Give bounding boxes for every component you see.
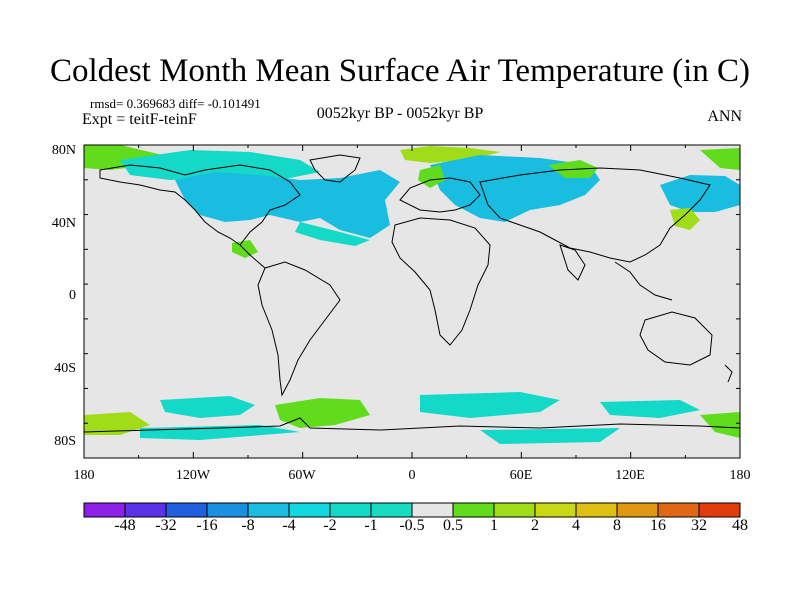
colorbar-swatch [698, 502, 741, 518]
region-cyan-southern-indian [600, 400, 700, 418]
axis-ticks [83, 144, 741, 459]
coast-north-america [99, 164, 301, 246]
colorbar-label: -2 [323, 517, 337, 534]
region-green-pacific-east [700, 148, 740, 170]
anomaly-regions [84, 145, 740, 444]
lon-label-180w: 180 [73, 468, 95, 483]
coast-south-america [257, 261, 341, 397]
coast-africa [391, 217, 491, 346]
lat-label-40s: 40S [54, 361, 76, 376]
region-cyan-antarctic-east [480, 428, 620, 444]
colorbar-swatch [124, 502, 167, 518]
colorbar-label: -8 [241, 517, 255, 534]
lon-label-60e: 60E [509, 468, 533, 483]
region-green-southern-west [84, 412, 150, 435]
region-cyan-north-america [175, 170, 400, 238]
lon-label-120e: 120E [615, 468, 645, 483]
season-label: ANN [707, 108, 742, 125]
lon-label-120w: 120W [175, 468, 211, 483]
colorbar-swatch [83, 502, 126, 518]
colorbar-swatch [616, 502, 659, 518]
region-green-antarctic-peninsula [275, 398, 370, 428]
lat-label-80n: 80N [51, 143, 76, 158]
colorbar-swatch [165, 502, 208, 518]
coast-australia [639, 311, 713, 366]
colorbar-label: -1 [364, 517, 378, 534]
colorbar-swatch [370, 502, 413, 518]
lat-label-0: 0 [69, 288, 76, 303]
colorbar [83, 502, 741, 518]
region-green-japan [670, 208, 700, 230]
coast-greenland [309, 154, 361, 183]
region-cyan-southern-west [160, 396, 255, 418]
coast-asia [479, 167, 711, 263]
lon-label-0: 0 [408, 468, 416, 483]
colorbar-label: -48 [114, 517, 136, 534]
colorbar-label: 4 [572, 517, 580, 534]
region-cyan-arctic-canada [120, 150, 320, 180]
region-green-southern-east [700, 412, 740, 438]
region-teal-atlantic [295, 222, 370, 246]
colorbar-swatch [411, 502, 454, 518]
colorbar-swatch [657, 502, 700, 518]
chart-title: Coldest Month Mean Surface Air Temperatu… [50, 53, 750, 89]
colorbar-label: 8 [613, 517, 621, 534]
colorbar-swatch [206, 502, 249, 518]
region-green-greenland [400, 146, 500, 163]
colorbar-label: 32 [691, 517, 707, 534]
period-label: 0052kyr BP - 0052kyr BP [316, 105, 484, 122]
colorbar-label: 1 [490, 517, 498, 534]
coast-india [559, 244, 586, 281]
colorbar-swatch [288, 502, 331, 518]
region-cyan-east-asia [660, 175, 740, 212]
coast-antarctica [84, 417, 740, 433]
lon-label-60w: 60W [288, 468, 316, 483]
coast-new-zealand [724, 364, 733, 383]
coast-central-america [239, 244, 266, 269]
colorbar-swatch [329, 502, 372, 518]
colorbar-label: 0.5 [443, 517, 463, 534]
colorbar-swatch [452, 502, 495, 518]
colorbar-label: 2 [531, 517, 539, 534]
lon-label-180e: 180 [729, 468, 751, 483]
stats-text: rmsd= 0.369683 diff= -0.101491 [90, 96, 261, 111]
colorbar-label: 16 [650, 517, 666, 534]
experiment-label: Expt = teitF-teinF [82, 111, 197, 128]
coast-southeast-asia [614, 261, 673, 301]
colorbar-label: 48 [732, 517, 748, 534]
colorbar-swatch [493, 502, 536, 518]
lat-label-80s: 80S [54, 434, 76, 449]
colorbar-swatch [534, 502, 577, 518]
region-cyan-southern-atlantic [420, 392, 560, 418]
colorbar-label: -4 [282, 517, 296, 534]
coastlines [84, 154, 740, 433]
colorbar-label: -0.5 [399, 517, 425, 534]
colorbar-label: -32 [155, 517, 177, 534]
colorbar-label: -16 [196, 517, 218, 534]
colorbar-swatch [575, 502, 618, 518]
lat-label-40n: 40N [51, 216, 76, 231]
coast-europe [399, 177, 481, 213]
colorbar-swatch [247, 502, 290, 518]
